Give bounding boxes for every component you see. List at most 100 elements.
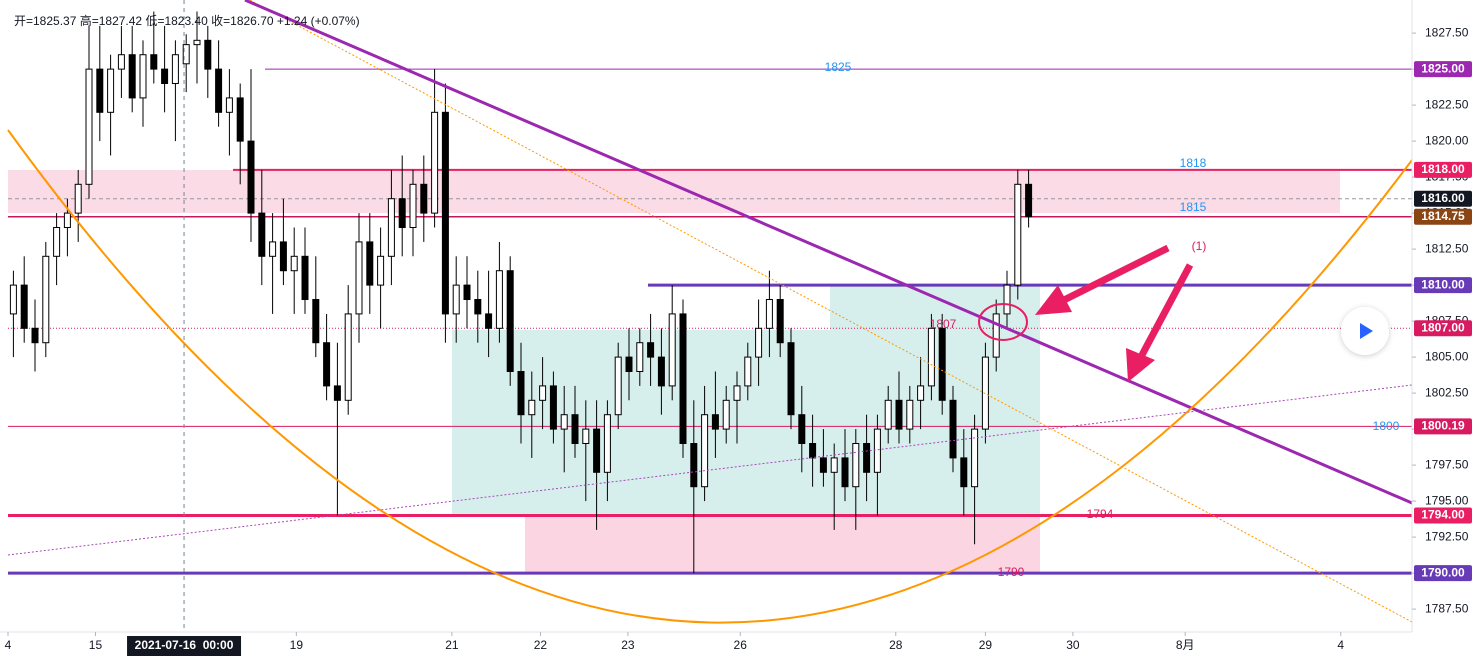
- play-icon[interactable]: [1360, 323, 1373, 339]
- x-tick-label: 15: [89, 638, 103, 652]
- candle-body: [387, 198, 395, 257]
- y-tick-label: 1812.50: [1425, 241, 1469, 255]
- candle-body: [107, 68, 115, 113]
- candle-body: [441, 111, 449, 315]
- x-tick-label: 21: [445, 638, 459, 652]
- y-tick-label: 1827.50: [1425, 25, 1469, 39]
- candle-body: [96, 68, 104, 113]
- candle-body: [1014, 183, 1022, 286]
- annotation: 1794: [1087, 507, 1114, 521]
- price-tag: [1414, 61, 1472, 78]
- x-tick-label: 29: [979, 638, 993, 652]
- y-tick-label: 1822.50: [1425, 97, 1469, 111]
- drawings: [7, 0, 1412, 632]
- annotation: 1818: [1180, 156, 1207, 170]
- candle-body: [506, 270, 514, 373]
- candle-body: [949, 399, 957, 459]
- candle-body: [31, 327, 39, 344]
- candle-body: [992, 313, 1000, 358]
- support-zone: [525, 516, 1040, 574]
- price-tag-label: 1794.00: [1421, 508, 1465, 522]
- candle-body: [744, 356, 752, 387]
- candle-body: [161, 68, 169, 85]
- annotation: 1800: [1373, 419, 1400, 433]
- x-tick-label: 8月: [1176, 638, 1195, 652]
- candle-body: [344, 313, 352, 401]
- down-trendline: [244, 0, 1412, 505]
- candle-body: [798, 414, 806, 445]
- y-tick-label: 1820.00: [1425, 133, 1469, 147]
- annotation: 1807: [930, 317, 957, 331]
- candle-body: [128, 54, 136, 99]
- candle-body: [420, 183, 428, 214]
- candle-body: [204, 39, 212, 70]
- candle-body: [474, 299, 482, 315]
- arrow-head: [1035, 285, 1072, 315]
- candle-body: [603, 414, 611, 473]
- x-tick-label: 4: [1337, 638, 1344, 652]
- price-tag-label: 1800.19: [1421, 419, 1465, 433]
- candle-body: [377, 255, 385, 286]
- candle-body: [722, 399, 730, 430]
- candle-body: [431, 111, 439, 214]
- candle-body: [517, 371, 525, 416]
- price-tag: [1414, 320, 1472, 337]
- candle-body: [711, 414, 719, 430]
- candle-body: [636, 342, 644, 373]
- candle-body: [463, 284, 471, 301]
- candle-body: [571, 414, 579, 445]
- candle-body: [53, 227, 61, 257]
- candle-body: [917, 385, 925, 401]
- play-button[interactable]: [1341, 307, 1389, 355]
- candle-body: [485, 313, 493, 329]
- candle-body: [755, 327, 763, 358]
- annotations: 1825 1818 1815 1807 1800 1794 1790 (1): [825, 60, 1400, 579]
- candle-body: [366, 241, 374, 286]
- price-tag: [1414, 565, 1472, 582]
- price-tag: [1414, 418, 1472, 435]
- candle-body: [236, 97, 244, 142]
- y-tick-label: 1802.50: [1425, 385, 1469, 399]
- price-tag: [1414, 507, 1472, 524]
- annotation: 1815: [1180, 200, 1207, 214]
- candle-body: [290, 255, 298, 272]
- price-tag: [1414, 190, 1472, 207]
- circle-mark: [978, 303, 1028, 341]
- candle-body: [42, 255, 50, 344]
- price-tag-label: 1825.00: [1421, 61, 1465, 75]
- candle-body: [20, 284, 28, 329]
- candle-body: [841, 457, 849, 488]
- candle-body: [528, 399, 536, 416]
- x-tick-label: 26: [734, 638, 748, 652]
- candle-body: [247, 140, 255, 214]
- candle-body: [150, 54, 158, 70]
- candle-body: [539, 385, 547, 401]
- candle-body: [85, 68, 93, 185]
- arrow: [1138, 263, 1194, 357]
- candle-body: [139, 54, 147, 99]
- candle-body: [647, 342, 655, 358]
- x-tick-label: 30: [1066, 638, 1080, 652]
- candle-body: [409, 183, 417, 229]
- levels: [8, 68, 1412, 575]
- candle-body: [312, 299, 320, 344]
- candle-body: [668, 313, 676, 387]
- annotation: 1790: [998, 565, 1025, 579]
- candle-body: [1025, 183, 1033, 218]
- candle-body: [657, 356, 665, 387]
- candle-body: [863, 443, 871, 473]
- candle-body: [495, 270, 503, 329]
- candle-body: [171, 54, 179, 85]
- candle-body: [549, 385, 557, 430]
- candle-body: [765, 299, 773, 329]
- candle-body: [593, 428, 601, 473]
- x-tick-label: 22: [534, 638, 548, 652]
- price-tag-label: 1818.00: [1421, 162, 1465, 176]
- crosshair-tag: [127, 636, 242, 656]
- candle-body: [225, 97, 233, 113]
- price-tag-label: 1790.00: [1421, 565, 1465, 579]
- annotation: 1825: [825, 60, 852, 74]
- arrow-head: [1126, 348, 1155, 382]
- candle-body: [560, 414, 568, 430]
